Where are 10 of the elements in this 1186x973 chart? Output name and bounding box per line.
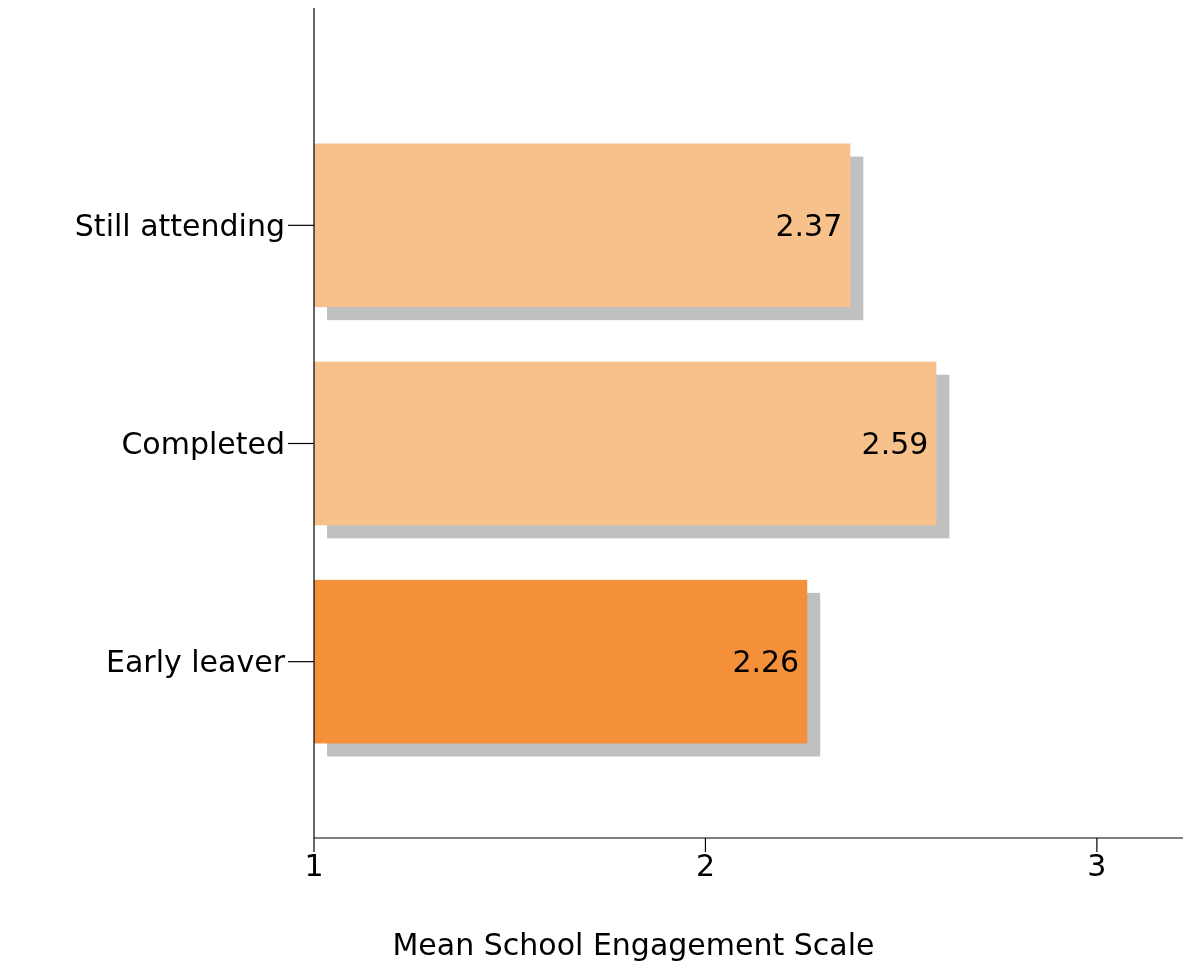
- x-tick-label: 1: [304, 848, 324, 883]
- data-label: 2.26: [732, 644, 800, 680]
- x-tick-label: 2: [695, 848, 715, 883]
- data-label: 2.59: [861, 426, 929, 461]
- data-label: 2.37: [775, 207, 843, 243]
- y-tick-label: Completed: [121, 426, 285, 461]
- x-tick-label: 3: [1087, 848, 1107, 883]
- x-axis-title: Mean School Engagement Scale: [392, 927, 875, 962]
- y-tick-label: Early leaver: [105, 644, 286, 680]
- y-tick-label: Still attending: [74, 207, 285, 243]
